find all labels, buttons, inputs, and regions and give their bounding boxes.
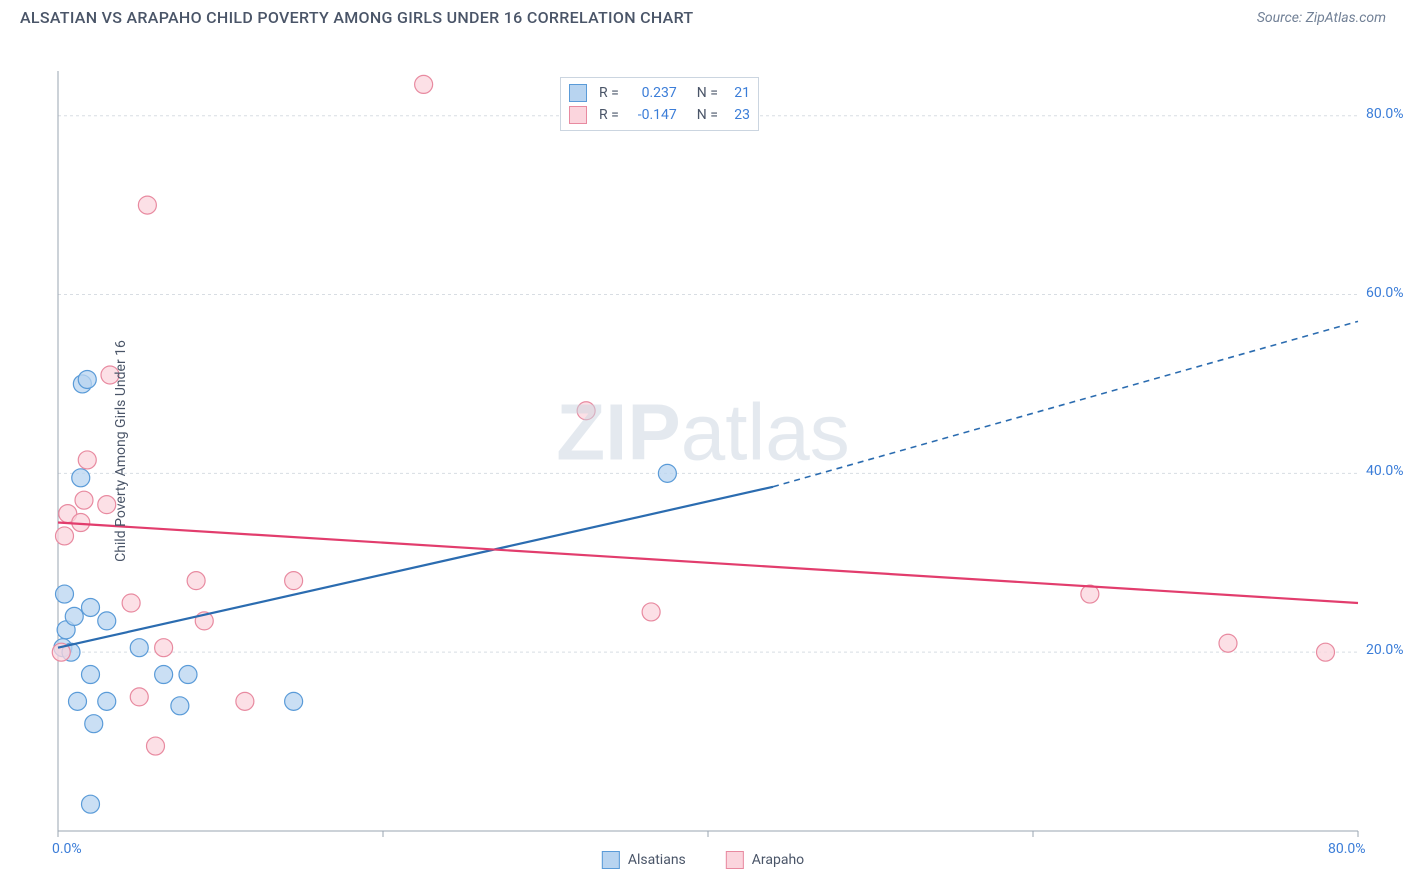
legend-correlation-row: R = -0.147 N = 23 — [569, 104, 750, 126]
chart-container: Child Poverty Among Girls Under 16 ZIPat… — [0, 31, 1406, 871]
legend-series-item: Alsatians — [602, 851, 686, 869]
legend-series-label: Arapaho — [752, 852, 804, 868]
legend-swatch — [569, 106, 587, 124]
x-tick-label: 0.0% — [52, 841, 82, 857]
y-tick-label: 60.0% — [1366, 285, 1404, 301]
legend-series-item: Arapaho — [726, 851, 804, 869]
legend-n-label: N = — [697, 107, 718, 123]
y-tick-label: 80.0% — [1366, 106, 1404, 122]
scatter-chart — [0, 31, 1406, 871]
legend-swatch — [602, 851, 620, 869]
legend-series-label: Alsatians — [628, 852, 686, 868]
x-tick-label: 80.0% — [1328, 841, 1366, 857]
legend-series: Alsatians Arapaho — [602, 851, 804, 869]
legend-correlation-row: R = 0.237 N = 21 — [569, 82, 750, 104]
chart-header: ALSATIAN VS ARAPAHO CHILD POVERTY AMONG … — [0, 0, 1406, 31]
legend-r-label: R = — [599, 107, 619, 123]
chart-source: Source: ZipAtlas.com — [1257, 10, 1386, 26]
y-tick-label: 40.0% — [1366, 463, 1404, 479]
chart-title: ALSATIAN VS ARAPAHO CHILD POVERTY AMONG … — [20, 8, 693, 27]
y-tick-label: 20.0% — [1366, 642, 1404, 658]
source-prefix: Source: — [1257, 10, 1302, 26]
source-name: ZipAtlas.com — [1306, 10, 1386, 26]
legend-r-value: 0.237 — [627, 85, 677, 101]
legend-swatch — [569, 84, 587, 102]
legend-r-label: R = — [599, 85, 619, 101]
legend-n-value: 23 — [726, 107, 750, 123]
legend-n-label: N = — [697, 85, 718, 101]
legend-n-value: 21 — [726, 85, 750, 101]
y-axis-label: Child Poverty Among Girls Under 16 — [113, 340, 129, 562]
legend-correlation: R = 0.237 N = 21 R = -0.147 N = 23 — [560, 77, 759, 131]
legend-swatch — [726, 851, 744, 869]
legend-r-value: -0.147 — [627, 107, 677, 123]
